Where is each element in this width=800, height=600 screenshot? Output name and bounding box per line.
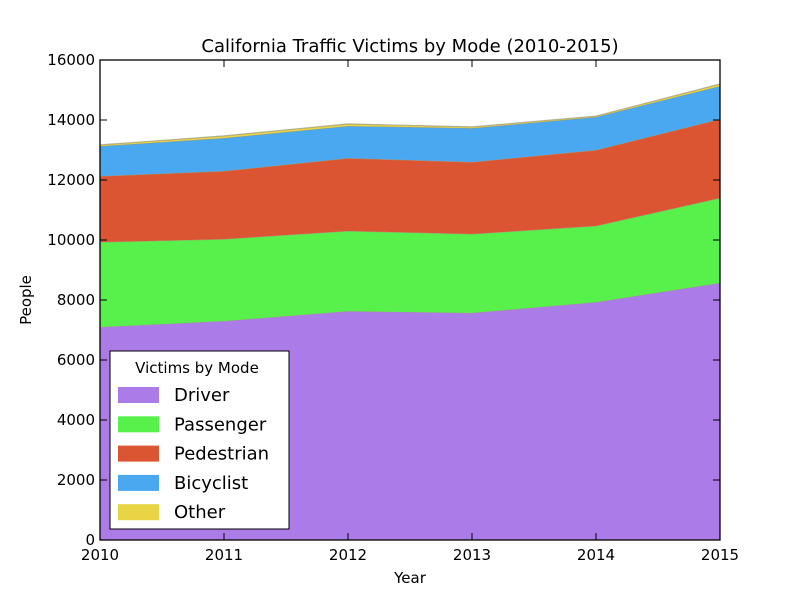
legend-swatch bbox=[118, 387, 159, 403]
y-tick-label: 2000 bbox=[57, 471, 95, 489]
y-axis-title: People bbox=[17, 275, 35, 325]
legend-item-pedestrian: Pedestrian bbox=[118, 444, 269, 465]
legend-label: Passenger bbox=[174, 414, 267, 435]
x-tick-label: 2015 bbox=[701, 546, 739, 564]
legend-label: Other bbox=[174, 502, 226, 523]
area-passenger bbox=[100, 198, 720, 327]
legend-item-bicyclist: Bicyclist bbox=[118, 473, 248, 494]
x-tick-label: 2012 bbox=[329, 546, 367, 564]
legend-swatch bbox=[118, 474, 159, 491]
y-tick-label: 16000 bbox=[47, 51, 95, 69]
x-tick-label: 2014 bbox=[577, 546, 615, 564]
legend-item-passenger: Passenger bbox=[118, 414, 267, 435]
legend-item-other: Other bbox=[118, 502, 226, 523]
legend-item-driver: Driver bbox=[118, 385, 230, 406]
area-bicyclist bbox=[100, 86, 720, 177]
y-tick-labels: 0 2000 4000 6000 8000 10000 12000 14000 16000 bbox=[47, 51, 95, 549]
x-tick-label: 2013 bbox=[453, 546, 491, 564]
area-pedestrian bbox=[100, 119, 720, 243]
y-tick-label: 8000 bbox=[57, 291, 95, 309]
legend-label: Driver bbox=[174, 385, 230, 406]
legend-label: Pedestrian bbox=[174, 444, 269, 465]
legend-box bbox=[109, 350, 290, 530]
y-tick-label: 12000 bbox=[47, 171, 95, 189]
y-tick-label: 10000 bbox=[47, 231, 95, 249]
y-tick-label: 4000 bbox=[57, 411, 95, 429]
legend-title: Victims by Mode bbox=[135, 359, 259, 377]
legend-items: Driver Passenger Pedestrian Bicyclist Other bbox=[118, 385, 269, 523]
x-tick-labels: 2010 2011 2012 2013 2014 2015 bbox=[81, 546, 739, 564]
legend-swatch bbox=[118, 445, 159, 462]
x-axis-title: Year bbox=[393, 569, 427, 587]
chart-title: California Traffic Victims by Mode (2010… bbox=[201, 36, 618, 57]
legend: Victims by Mode Driver Passenger Pedestria… bbox=[109, 350, 290, 530]
legend-swatch bbox=[118, 504, 159, 521]
x-tick-label: 2010 bbox=[81, 546, 119, 564]
y-tick-label: 0 bbox=[85, 531, 95, 549]
plot-frame bbox=[99, 59, 721, 541]
y-tick-label: 6000 bbox=[57, 351, 95, 369]
legend-swatch bbox=[118, 416, 159, 433]
y-tick-label: 14000 bbox=[47, 111, 95, 129]
area-edge-other bbox=[99, 83, 721, 146]
legend-label: Bicyclist bbox=[174, 473, 248, 494]
x-tick-label: 2011 bbox=[205, 546, 243, 564]
